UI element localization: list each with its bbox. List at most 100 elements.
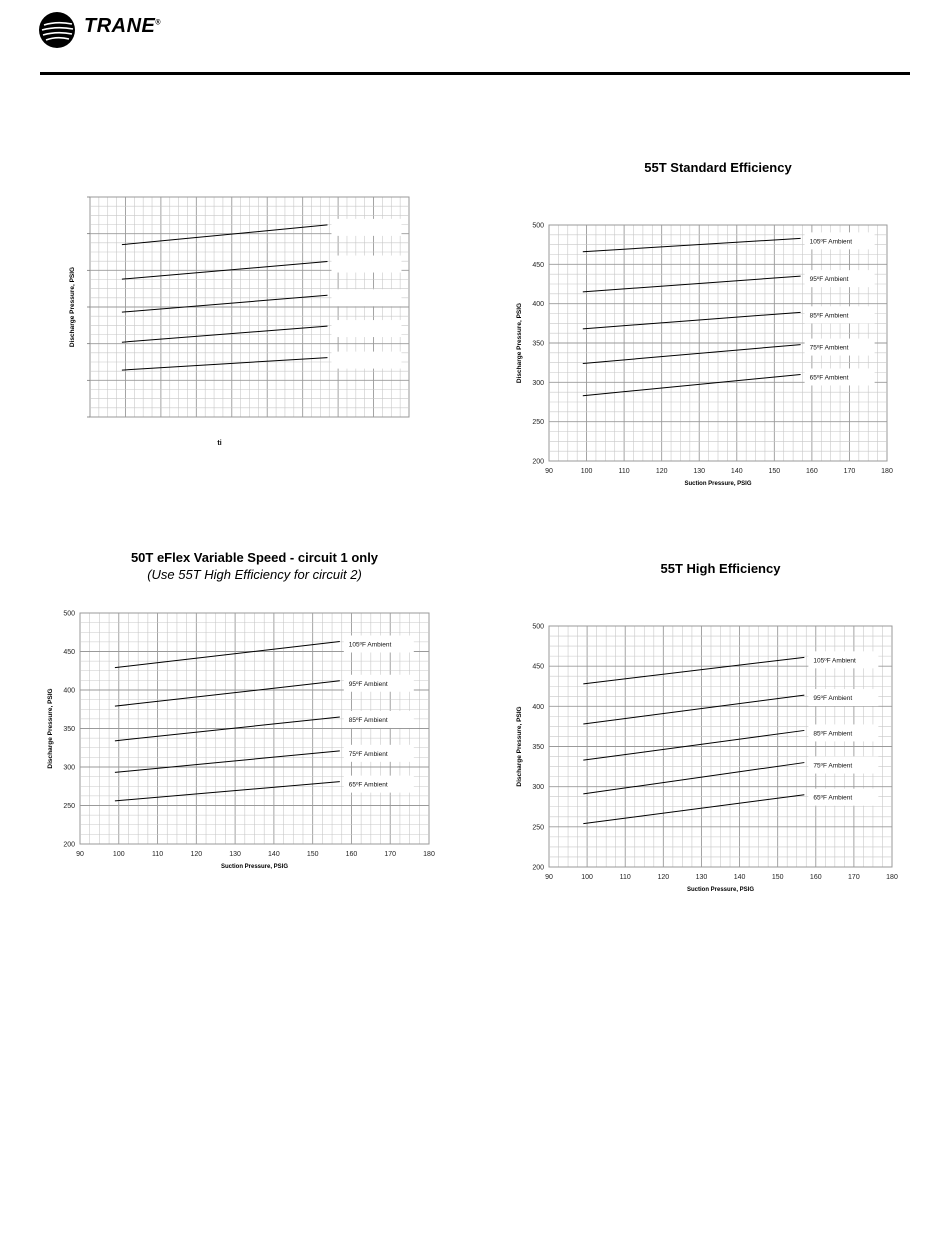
- legend-label: 75ºF Ambient: [813, 763, 852, 770]
- plot-grid: [548, 224, 888, 462]
- y-tick-label: 500: [532, 223, 544, 230]
- series-line: [114, 716, 340, 742]
- series-line: [583, 656, 805, 685]
- series-line: [121, 224, 328, 246]
- legend-box: [808, 756, 879, 774]
- x-tick-label: 160: [346, 851, 358, 858]
- y-tick-label: 350: [532, 744, 544, 751]
- x-tick-label: 90: [76, 851, 84, 858]
- x-tick-label: 140: [268, 851, 280, 858]
- series-line: [582, 344, 801, 364]
- chart-title: 55T High Efficiency: [660, 561, 781, 576]
- y-tick-label: 400: [63, 688, 75, 695]
- x-tick-label: 140: [734, 874, 746, 881]
- series-line: [121, 294, 328, 313]
- x-tick-label: 180: [423, 851, 435, 858]
- y-tick-label: 200: [532, 865, 544, 872]
- legend-label: 95ºF Ambient: [810, 276, 849, 283]
- chart-subtitle: (Use 55T High Efficiency for circuit 2): [147, 567, 362, 582]
- y-tick-label: 300: [532, 784, 544, 791]
- legend-label: 65ºF Ambient: [349, 782, 388, 789]
- series-line: [582, 275, 801, 293]
- series-line: [121, 357, 328, 371]
- legend-box: [343, 710, 414, 728]
- y-tick-label: 200: [63, 842, 75, 849]
- y-tick-label: 400: [532, 301, 544, 308]
- chart-3: 90 100 110 120 130 140 150 160 170 180 200 250 300 35…: [47, 611, 435, 871]
- x-tick-label: 170: [384, 851, 396, 858]
- legend-box: [331, 218, 402, 236]
- series-line: [114, 781, 340, 802]
- y-tick-label: 350: [532, 341, 544, 348]
- y-tick-label: 350: [63, 726, 75, 733]
- legend-label: 105ºF Ambient: [349, 641, 392, 648]
- series-line: [583, 794, 805, 825]
- y-tick-label: 250: [63, 803, 75, 810]
- chart-title: 55T Standard Efficiency: [644, 160, 792, 175]
- x-tick-label: 170: [848, 874, 860, 881]
- x-axis-label: ti: [217, 440, 221, 447]
- x-tick-label: 110: [619, 468, 630, 475]
- legend-box: [808, 651, 879, 669]
- x-tick-label: 120: [190, 851, 202, 858]
- legend-box: [804, 368, 875, 386]
- x-tick-label: 160: [806, 468, 818, 475]
- legend-box: [343, 674, 414, 692]
- x-tick-label: 170: [844, 468, 856, 475]
- legend-box: [331, 289, 402, 307]
- x-tick-label: 150: [307, 851, 319, 858]
- legend-box: [804, 232, 875, 250]
- legend-box: [343, 635, 414, 653]
- x-tick-label: 110: [152, 851, 163, 858]
- x-tick-label: 130: [229, 851, 241, 858]
- x-tick-label: 120: [657, 874, 669, 881]
- y-axis-label: Discharge Pressure, PSIG: [69, 267, 76, 347]
- y-axis-label: Discharge Pressure, PSIG: [516, 303, 523, 383]
- legend-label: 95ºF Ambient: [349, 681, 388, 688]
- chart-1: ti Discharge Pressure, PSIG: [69, 196, 410, 447]
- series-line: [583, 762, 805, 795]
- legend-box: [343, 744, 414, 762]
- header-rule: [40, 72, 910, 75]
- y-tick-label: 200: [532, 459, 544, 466]
- x-tick-label: 160: [810, 874, 822, 881]
- series-line: [583, 729, 805, 761]
- series-line: [582, 237, 801, 253]
- x-axis-label: Suction Pressure, PSIG: [687, 887, 754, 893]
- chart-2: 90 100 110 120 130 140 150 160 170 180 200 250 300 35…: [516, 223, 893, 488]
- legend-label: 95ºF Ambient: [813, 695, 852, 702]
- series-line: [582, 373, 801, 397]
- x-tick-label: 180: [881, 468, 893, 475]
- x-tick-label: 110: [620, 874, 631, 881]
- series-line: [114, 640, 340, 669]
- x-tick-label: 140: [731, 468, 743, 475]
- legend-label: 75ºF Ambient: [349, 751, 388, 758]
- x-tick-label: 180: [886, 874, 898, 881]
- x-axis-label: Suction Pressure, PSIG: [684, 481, 751, 487]
- legend-label: 105ºF Ambient: [813, 657, 856, 664]
- series-line: [114, 750, 340, 773]
- y-tick-label: 500: [532, 624, 544, 631]
- legend-box: [331, 351, 402, 369]
- series-line: [121, 261, 328, 280]
- x-axis-label: Suction Pressure, PSIG: [221, 864, 288, 870]
- x-tick-label: 100: [581, 468, 593, 475]
- legend-box: [331, 320, 402, 338]
- y-tick-label: 250: [532, 419, 544, 426]
- x-tick-label: 130: [696, 874, 708, 881]
- legend-box: [808, 724, 879, 742]
- legend-box: [808, 788, 879, 806]
- y-tick-label: 500: [63, 611, 75, 618]
- chart-title: 50T eFlex Variable Speed - circuit 1 onl…: [130, 550, 379, 565]
- page-header: TRANE®: [0, 0, 950, 80]
- series-line: [114, 680, 340, 707]
- y-tick-label: 450: [532, 664, 544, 671]
- legend-label: 65ºF Ambient: [810, 374, 849, 381]
- legend-label: 85ºF Ambient: [810, 312, 849, 319]
- series-line: [583, 694, 805, 725]
- brand-name: TRANE®: [84, 15, 162, 37]
- legend-box: [808, 689, 879, 707]
- x-tick-label: 100: [113, 851, 125, 858]
- trane-globe-logo-icon: [39, 12, 75, 48]
- legend-box: [804, 306, 875, 324]
